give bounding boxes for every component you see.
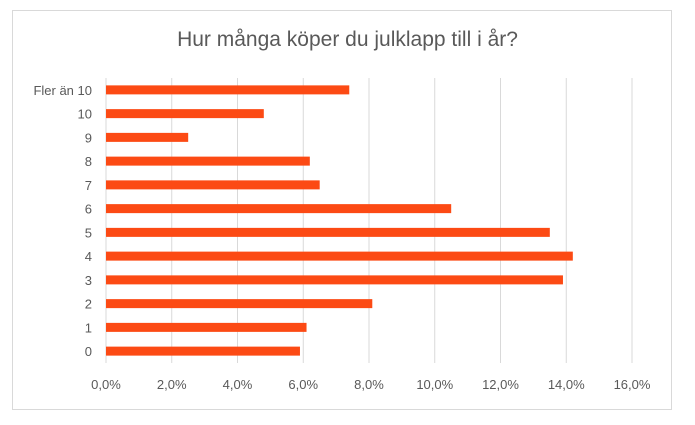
x-tick-label: 6,0%	[288, 377, 318, 392]
y-tick-label: 4	[85, 249, 92, 264]
y-tick-label: 0	[85, 344, 92, 359]
bar	[106, 85, 350, 95]
y-tick-label: 9	[85, 130, 92, 145]
bar	[106, 109, 264, 119]
bar	[106, 322, 307, 332]
bar	[106, 251, 573, 261]
chart-title: Hur många köper du julklapp till i år?	[177, 28, 518, 51]
y-tick-label: 1	[85, 320, 92, 335]
y-tick-label: 8	[85, 154, 92, 169]
x-tick-label: 12,0%	[482, 377, 519, 392]
x-tick-label: 0,0%	[91, 377, 121, 392]
y-tick-label: Fler än 10	[33, 83, 92, 98]
x-tick-label: 10,0%	[416, 377, 453, 392]
y-tick-label: 2	[85, 297, 92, 312]
x-tick-label: 4,0%	[223, 377, 253, 392]
y-tick-label: 3	[85, 273, 92, 288]
y-tick-label: 7	[85, 178, 92, 193]
bar	[106, 132, 189, 142]
bar	[106, 204, 452, 214]
bar	[106, 299, 373, 309]
y-tick-label: 10	[78, 107, 92, 122]
y-tick-label: 5	[85, 225, 92, 240]
x-tick-label: 2,0%	[157, 377, 187, 392]
bar	[106, 180, 320, 190]
bar	[106, 346, 300, 356]
bar	[106, 275, 563, 285]
x-tick-label: 14,0%	[548, 377, 585, 392]
y-tick-label: 6	[85, 202, 92, 217]
bar	[106, 227, 550, 237]
x-tick-label: 16,0%	[614, 377, 651, 392]
bar	[106, 156, 310, 166]
x-tick-label: 8,0%	[354, 377, 384, 392]
